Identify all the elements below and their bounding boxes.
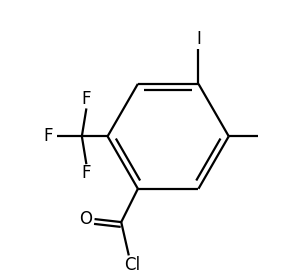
Text: F: F xyxy=(82,164,91,182)
Text: I: I xyxy=(196,30,201,48)
Text: F: F xyxy=(82,90,91,108)
Text: F: F xyxy=(44,127,53,145)
Text: O: O xyxy=(79,210,92,228)
Text: Cl: Cl xyxy=(124,256,140,274)
